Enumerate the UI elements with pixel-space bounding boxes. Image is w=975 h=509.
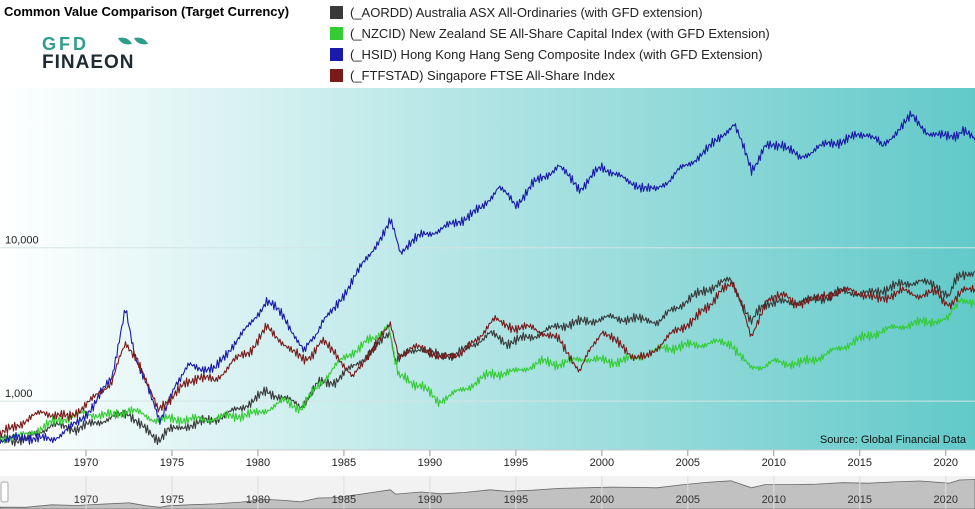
legend-item[interactable]: (_NZCID) New Zealand SE All-Share Capita…	[330, 23, 770, 44]
x-axis: 1970 1975 1980 1985 1990 1995 2000 2005 2010 2015…	[74, 450, 958, 469]
legend-item[interactable]: (_FTFSTAD) Singapore FTSE All-Share Inde…	[330, 65, 770, 86]
logo-line2: FINAEON	[42, 52, 135, 73]
x-tick-label: 1970	[74, 457, 98, 469]
legend-label: (_HSID) Hong Kong Hang Seng Composite In…	[350, 47, 763, 62]
x-tick-label: 2000	[590, 457, 614, 469]
legend-item[interactable]: (_HSID) Hong Kong Hang Seng Composite In…	[330, 44, 770, 65]
navigator-tick-label: 1995	[504, 494, 528, 506]
legend-swatch	[330, 27, 343, 40]
x-tick-label: 1985	[332, 457, 356, 469]
logo-line1: GFD	[42, 34, 89, 54]
navigator-tick-label: 2005	[676, 494, 700, 506]
x-tick-label: 1980	[246, 457, 270, 469]
x-tick-label: 2010	[762, 457, 786, 469]
legend-swatch	[330, 48, 343, 61]
leaf-icon	[134, 37, 148, 45]
series-line	[0, 297, 975, 444]
x-tick-label: 1995	[504, 457, 528, 469]
legend-swatch	[330, 6, 343, 19]
navigator-tick-label: 1980	[246, 494, 270, 506]
navigator-tick-label: 1975	[160, 494, 184, 506]
chart-title: Common Value Comparison (Target Currency…	[4, 4, 290, 19]
series-group	[0, 110, 975, 447]
legend: (_AORDD) Australia ASX All-Ordinaries (w…	[330, 2, 770, 86]
series-line	[0, 270, 975, 447]
x-tick-label: 2005	[676, 457, 700, 469]
x-tick-label: 1975	[160, 457, 184, 469]
legend-label: (_FTFSTAD) Singapore FTSE All-Share Inde…	[350, 68, 615, 83]
legend-label: (_NZCID) New Zealand SE All-Share Capita…	[350, 26, 770, 41]
navigator-tick-label: 2015	[848, 494, 872, 506]
navigator-tick-label: 2000	[590, 494, 614, 506]
navigator-tick-label: 1990	[418, 494, 442, 506]
navigator-tick-label: 1970	[74, 494, 98, 506]
gfd-finaeon-logo: GFD FINAEON	[42, 34, 148, 73]
navigator-tick-label: 1985	[332, 494, 356, 506]
x-tick-label: 2020	[934, 457, 958, 469]
legend-swatch	[330, 69, 343, 82]
navigator-handle-left[interactable]	[0, 481, 9, 503]
x-tick-label: 2015	[848, 457, 872, 469]
y-tick-label: 10,000	[5, 235, 39, 247]
y-axis: 1,000 10,000	[5, 235, 39, 400]
leaf-icon	[118, 37, 132, 45]
x-tick-label: 1990	[418, 457, 442, 469]
navigator-tick-label: 2020	[934, 494, 958, 506]
series-line	[0, 280, 975, 438]
legend-label: (_AORDD) Australia ASX All-Ordinaries (w…	[350, 5, 703, 20]
navigator-axis: 1970 1975 1980 1985 1990 1995 2000 2005 2010 2015…	[74, 476, 958, 509]
grid	[0, 247, 975, 402]
legend-item[interactable]: (_AORDD) Australia ASX All-Ordinaries (w…	[330, 2, 770, 23]
navigator-area	[0, 479, 975, 509]
navigator-tick-label: 2010	[762, 494, 786, 506]
source-label: Source: Global Financial Data	[820, 434, 967, 446]
y-tick-label: 1,000	[5, 388, 33, 400]
series-line	[0, 110, 975, 445]
plot-background	[0, 88, 975, 450]
